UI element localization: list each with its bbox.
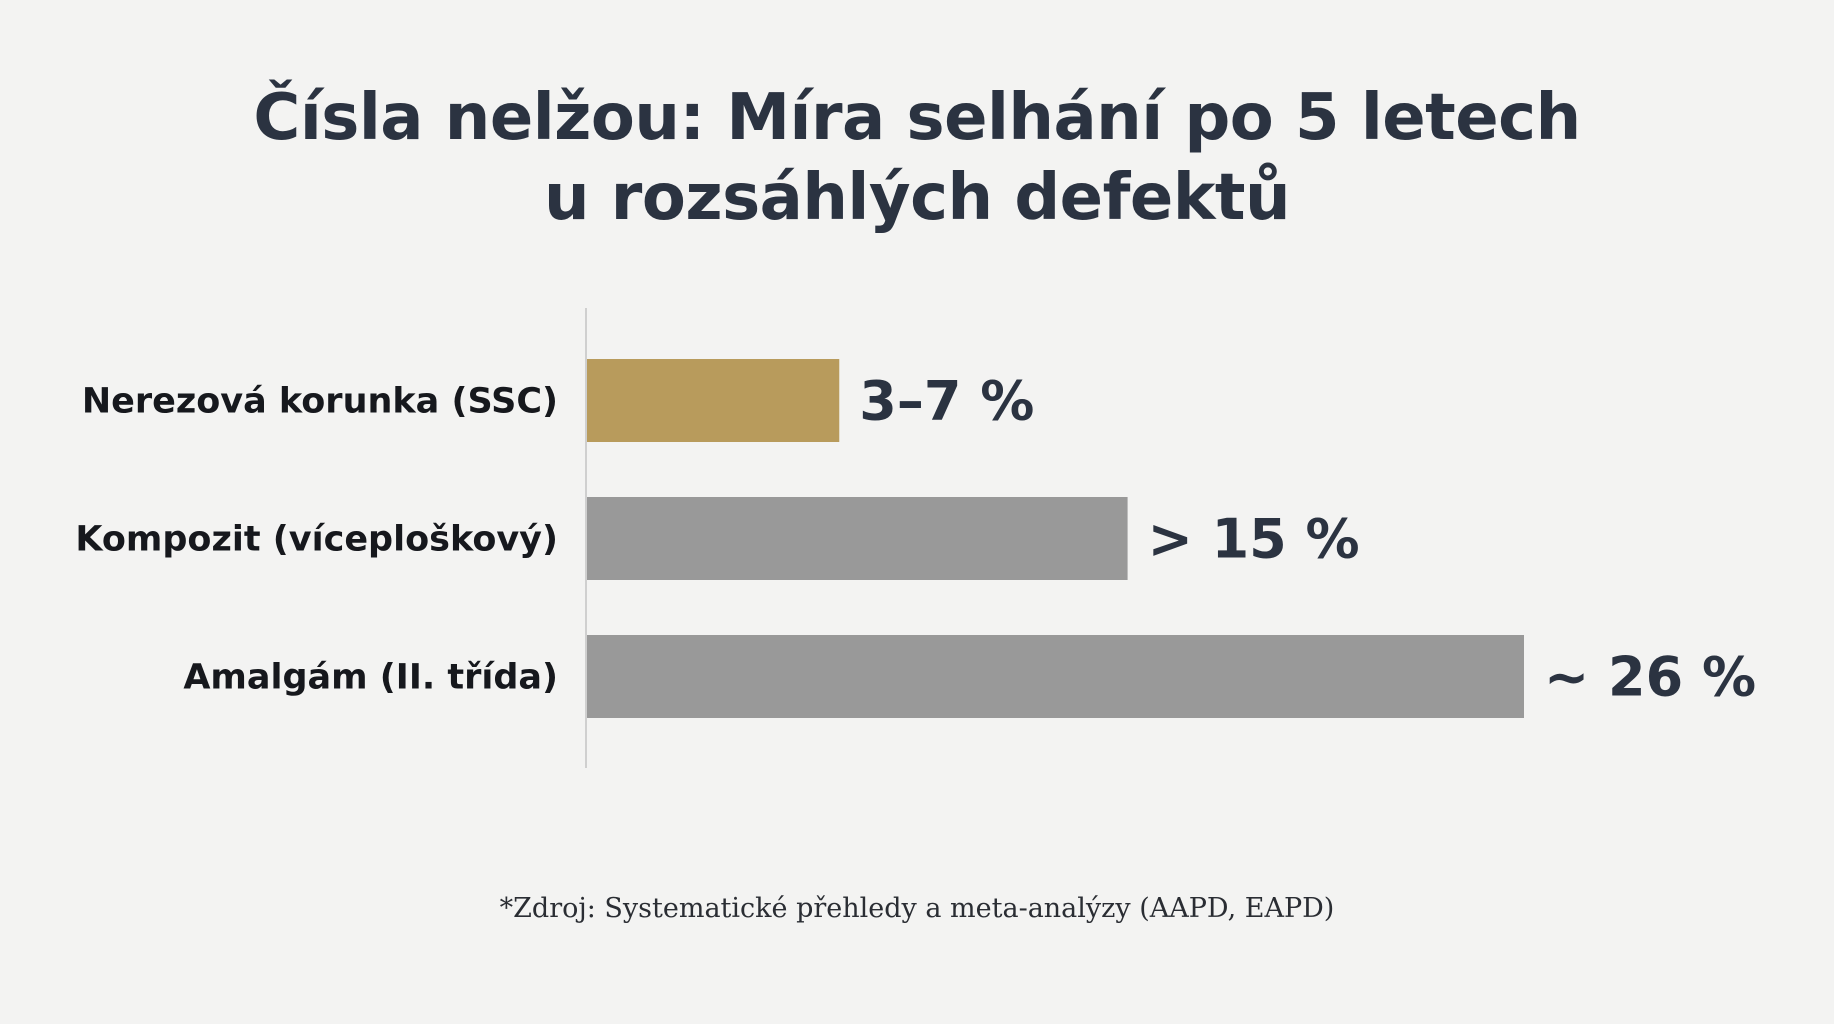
data-label: > 15 % xyxy=(1148,508,1360,571)
category-label: Kompozit (víceploškový) xyxy=(75,520,558,560)
category-label: Nerezová korunka (SSC) xyxy=(82,382,558,422)
bar xyxy=(587,497,1128,580)
bar xyxy=(587,635,1524,718)
chart-title: Čísla nelžou: Míra selhání po 5 letech u… xyxy=(0,78,1834,238)
bar xyxy=(587,359,840,442)
data-label: ~ 26 % xyxy=(1544,646,1756,709)
title-line-2: u rozsáhlých defektů xyxy=(543,161,1291,235)
data-label: 3–7 % xyxy=(859,370,1034,433)
title-line-1: Čísla nelžou: Míra selhání po 5 letech xyxy=(253,81,1581,155)
source-note: *Zdroj: Systematické přehledy a meta-ana… xyxy=(499,893,1335,924)
category-label: Amalgám (II. třída) xyxy=(183,658,558,698)
